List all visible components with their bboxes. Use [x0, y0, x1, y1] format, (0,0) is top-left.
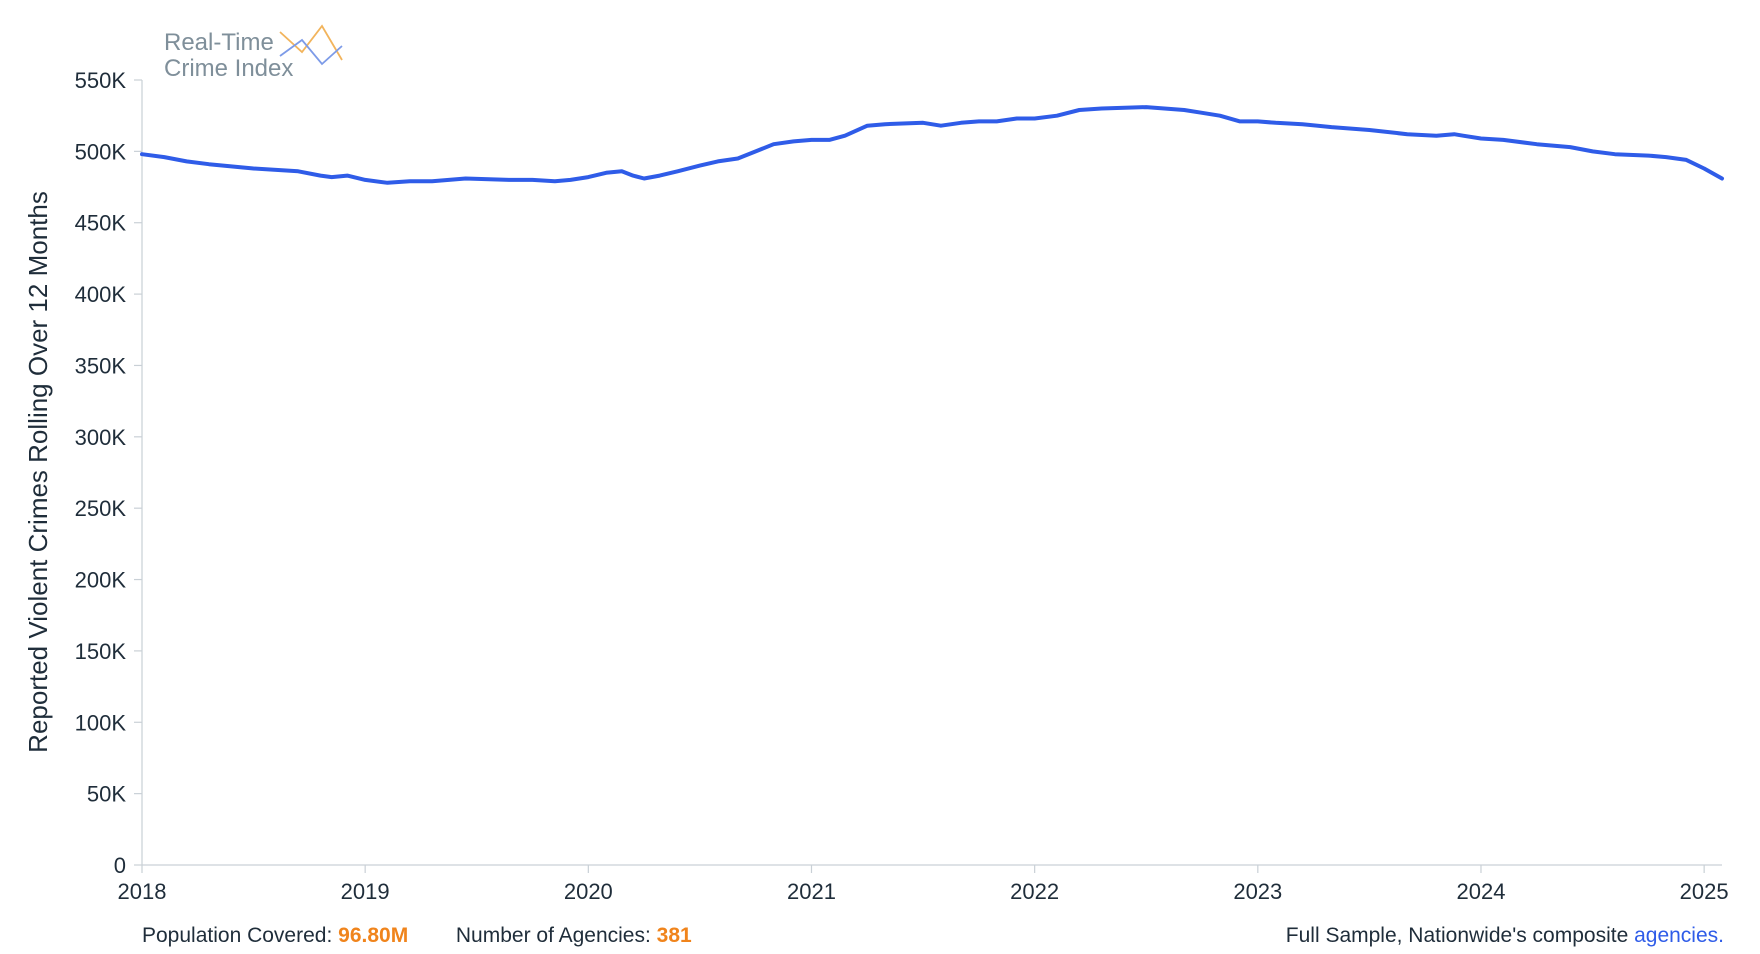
y-tick-label: 250K — [75, 496, 127, 521]
logo-text-line2: Crime Index — [164, 55, 293, 82]
y-tick-label: 0 — [114, 853, 126, 878]
x-tick-label: 2021 — [787, 879, 836, 904]
y-tick-label: 50K — [87, 782, 126, 807]
y-tick-label: 550K — [75, 68, 127, 93]
y-tick-label: 450K — [75, 211, 127, 236]
agencies-link[interactable]: agencies. — [1634, 924, 1724, 947]
y-tick-label: 350K — [75, 353, 127, 378]
logo-text-line1: Real-Time — [164, 29, 274, 56]
x-tick-label: 2022 — [1010, 879, 1059, 904]
x-tick-label: 2023 — [1233, 879, 1282, 904]
x-tick-label: 2019 — [341, 879, 390, 904]
x-tick-label: 2024 — [1457, 879, 1506, 904]
x-tick-label: 2025 — [1680, 879, 1729, 904]
y-tick-label: 100K — [75, 710, 127, 735]
x-tick-label: 2018 — [118, 879, 167, 904]
series-line — [140, 105, 1724, 185]
y-axis-label: Reported Violent Crimes Rolling Over 12 … — [23, 191, 53, 753]
chart: Real-Time Crime Index Reported Violent C… — [23, 24, 1729, 904]
population-value: 96.80M — [338, 924, 409, 947]
agencies-value: 381 — [656, 924, 692, 947]
y-tick-label: 500K — [75, 139, 127, 164]
y-tick-label: 150K — [75, 639, 127, 664]
x-ticks: 2018 2019 2020 2021 2022 2023 2024 2025 — [118, 865, 1729, 904]
logo-mark-icon — [279, 24, 343, 66]
series-layer — [140, 105, 1724, 185]
agencies-label: Number of Agencies: — [455, 924, 651, 947]
population-label: Population Covered: — [142, 924, 333, 947]
footer-stats: Population Covered: 96.80M Number of Age… — [142, 924, 692, 948]
y-tick-label: 400K — [75, 282, 127, 307]
y-ticks: 0 50K 100K 150K 200K 250K 300K 350K 400K 450K 500K… — [75, 68, 142, 878]
y-tick-label: 200K — [75, 568, 127, 593]
y-tick-label: 300K — [75, 425, 127, 450]
footer-sample: Full Sample, Nationwide's composite agen… — [1286, 924, 1724, 948]
logo: Real-Time Crime Index — [164, 24, 343, 82]
sample-text: Full Sample, Nationwide's composite — [1285, 924, 1635, 947]
x-tick-label: 2020 — [564, 879, 613, 904]
